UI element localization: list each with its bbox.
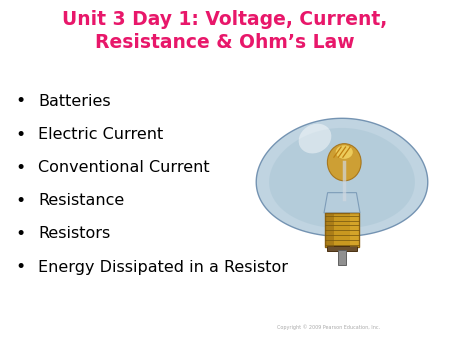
Polygon shape bbox=[256, 118, 428, 237]
Ellipse shape bbox=[328, 144, 361, 181]
Text: •: • bbox=[16, 125, 26, 144]
Text: Unit 3 Day 1: Voltage, Current,
Resistance & Ohm’s Law: Unit 3 Day 1: Voltage, Current, Resistan… bbox=[63, 10, 387, 52]
Text: Conventional Current: Conventional Current bbox=[38, 160, 210, 175]
Text: •: • bbox=[16, 225, 26, 243]
Polygon shape bbox=[269, 128, 415, 228]
Ellipse shape bbox=[336, 145, 353, 159]
FancyBboxPatch shape bbox=[338, 250, 346, 265]
Text: •: • bbox=[16, 92, 26, 111]
FancyBboxPatch shape bbox=[328, 246, 356, 251]
FancyBboxPatch shape bbox=[325, 213, 359, 247]
Text: Electric Current: Electric Current bbox=[38, 127, 163, 142]
Text: Resistors: Resistors bbox=[38, 226, 111, 241]
FancyBboxPatch shape bbox=[325, 213, 333, 247]
Ellipse shape bbox=[299, 124, 331, 153]
FancyBboxPatch shape bbox=[351, 213, 359, 247]
Text: Resistance: Resistance bbox=[38, 193, 125, 208]
Text: •: • bbox=[16, 258, 26, 276]
Text: Energy Dissipated in a Resistor: Energy Dissipated in a Resistor bbox=[38, 260, 288, 274]
Text: •: • bbox=[16, 192, 26, 210]
Text: Batteries: Batteries bbox=[38, 94, 111, 109]
Polygon shape bbox=[324, 193, 360, 213]
Text: •: • bbox=[16, 159, 26, 177]
Text: Copyright © 2009 Pearson Education, Inc.: Copyright © 2009 Pearson Education, Inc. bbox=[277, 324, 380, 330]
